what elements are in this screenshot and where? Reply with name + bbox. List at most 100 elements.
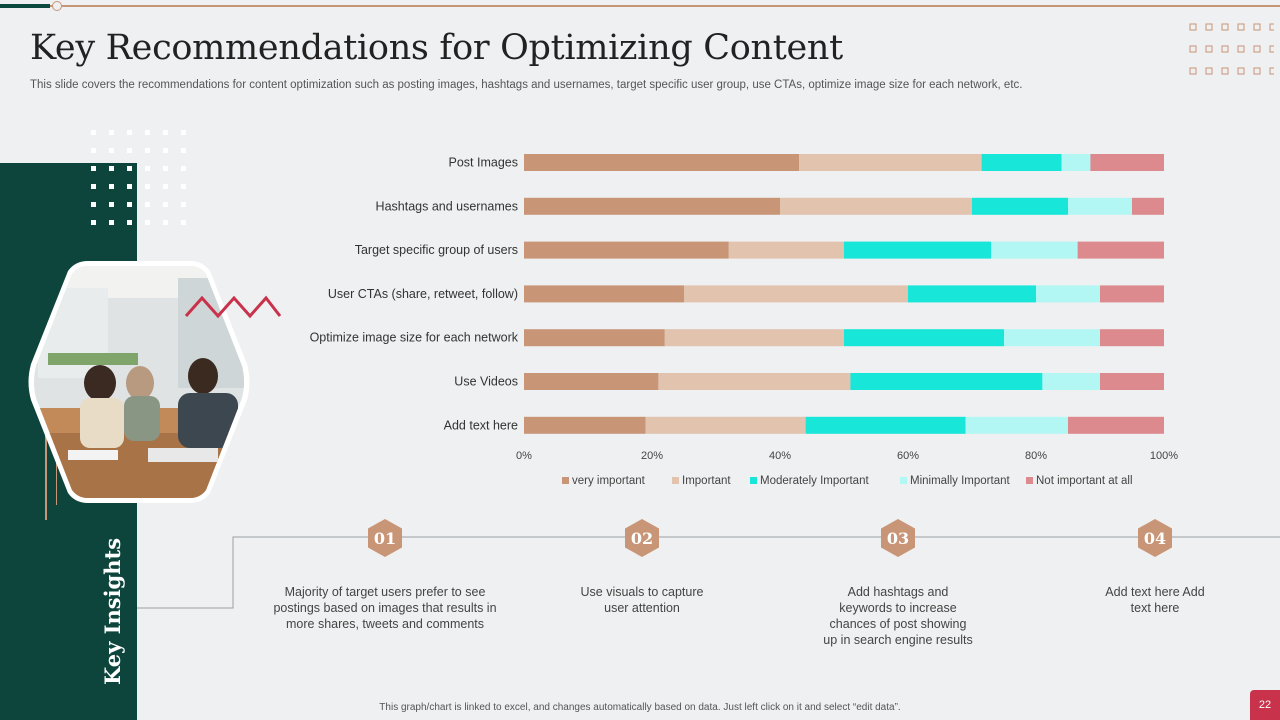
decorative-dot xyxy=(181,130,186,135)
timeline-connector xyxy=(137,536,1280,609)
sidebar-label: Key Insights xyxy=(100,537,125,685)
decorative-dot xyxy=(163,148,168,153)
bar-segment xyxy=(1061,154,1091,171)
decorative-square xyxy=(1269,67,1274,75)
bar-segment xyxy=(1077,241,1164,259)
bar-segment xyxy=(850,373,1043,390)
category-label: Use Videos xyxy=(454,375,518,389)
bar-segment xyxy=(664,329,844,347)
insight-number-badge: 01 xyxy=(365,518,405,558)
decorative-square xyxy=(1253,23,1261,31)
top-rule-accent xyxy=(0,4,50,8)
decorative-dot xyxy=(145,184,150,189)
legend-swatch xyxy=(900,477,907,484)
decorative-square xyxy=(1189,23,1197,31)
legend-swatch xyxy=(562,477,569,484)
decorative-square xyxy=(1253,45,1261,53)
stacked-bar-chart: Post Images Hashtags and usernames Target … xyxy=(310,154,1178,487)
bar-segment xyxy=(799,154,982,171)
bar-segment xyxy=(1004,329,1100,347)
decorative-dot xyxy=(163,130,168,135)
category-label: Optimize image size for each network xyxy=(310,331,519,345)
insight-number-badge: 03 xyxy=(878,518,918,558)
decorative-dot xyxy=(163,220,168,225)
bar-segment xyxy=(524,241,729,259)
x-tick-label: 0% xyxy=(516,450,532,462)
insight-number: 02 xyxy=(630,528,654,548)
bar-segment xyxy=(728,241,844,259)
decorative-dot xyxy=(163,202,168,207)
category-label: User CTAs (share, retweet, follow) xyxy=(328,287,518,301)
decorative-zigzag xyxy=(184,295,282,319)
top-rule-dot xyxy=(52,1,62,11)
decorative-dot xyxy=(163,166,168,171)
bar-segment xyxy=(805,416,966,434)
decorative-dot xyxy=(145,202,150,207)
decorative-square xyxy=(1237,23,1245,31)
bar-segment xyxy=(981,154,1062,171)
legend-label: very important xyxy=(572,475,646,487)
office-meeting-photo xyxy=(28,261,250,503)
decorative-square xyxy=(1221,23,1229,31)
decorative-dot xyxy=(127,184,132,189)
bar-segment xyxy=(991,241,1078,259)
decorative-dot xyxy=(109,166,114,171)
decorative-line xyxy=(56,430,57,505)
slide-subtitle: This slide covers the recommendations fo… xyxy=(30,79,1023,91)
decorative-square xyxy=(1253,67,1261,75)
decorative-square xyxy=(1189,45,1197,53)
top-rule xyxy=(0,5,1280,7)
decorative-line xyxy=(45,420,47,520)
decorative-square xyxy=(1237,45,1245,53)
insight-number-badge: 02 xyxy=(622,518,662,558)
decorative-dot xyxy=(163,184,168,189)
category-label: Hashtags and usernames xyxy=(376,199,518,213)
bar-segment xyxy=(524,416,646,434)
decorative-dot xyxy=(145,166,150,171)
legend-label: Not important at all xyxy=(1036,475,1133,487)
x-tick-label: 60% xyxy=(897,450,919,462)
bar-segment xyxy=(1068,416,1164,434)
decorative-dot xyxy=(181,148,186,153)
decorative-square xyxy=(1269,45,1274,53)
insight-number: 04 xyxy=(1143,528,1167,548)
bar-segment xyxy=(524,285,684,303)
insight-number: 03 xyxy=(886,528,910,548)
decorative-dot xyxy=(91,148,96,153)
bar-segment xyxy=(908,285,1036,303)
legend-label: Important xyxy=(682,475,731,487)
insight-text: Add hashtags and keywords to increase ch… xyxy=(823,585,973,647)
bar-segment xyxy=(684,285,908,303)
decorative-dot xyxy=(145,148,150,153)
insight-number-badge: 04 xyxy=(1135,518,1175,558)
decorative-square xyxy=(1189,67,1197,75)
bar-segment xyxy=(1100,329,1164,347)
decorative-dot xyxy=(181,184,186,189)
insight-text: Majority of target users prefer to see p… xyxy=(273,585,497,631)
page-number-badge: 22 xyxy=(1250,690,1280,720)
insight-text: Add text here Add text here xyxy=(1105,585,1205,615)
decorative-dot xyxy=(91,184,96,189)
bar-segment xyxy=(780,197,972,215)
bar-segment xyxy=(1100,373,1164,390)
decorative-dot xyxy=(181,166,186,171)
bar-segment xyxy=(524,373,659,390)
bar-segment xyxy=(524,197,780,215)
key-insights-timeline: 01 02 03 04 Majority of target users pre… xyxy=(137,510,1280,660)
x-tick-label: 20% xyxy=(641,450,663,462)
bar-segment xyxy=(1068,197,1132,215)
decorative-dot xyxy=(181,202,186,207)
bar-segment xyxy=(965,416,1068,434)
decorative-square xyxy=(1221,45,1229,53)
decorative-dot xyxy=(91,202,96,207)
insight-number: 01 xyxy=(373,528,397,548)
decorative-dot xyxy=(127,148,132,153)
x-tick-label: 100% xyxy=(1150,450,1178,462)
decorative-dot xyxy=(109,220,114,225)
bar-segment xyxy=(524,329,665,347)
decorative-dot xyxy=(127,220,132,225)
decorative-square xyxy=(1269,23,1274,31)
bar-segment xyxy=(1100,285,1164,303)
decorative-square xyxy=(1205,67,1213,75)
slide-title: Key Recommendations for Optimizing Conte… xyxy=(30,28,843,68)
